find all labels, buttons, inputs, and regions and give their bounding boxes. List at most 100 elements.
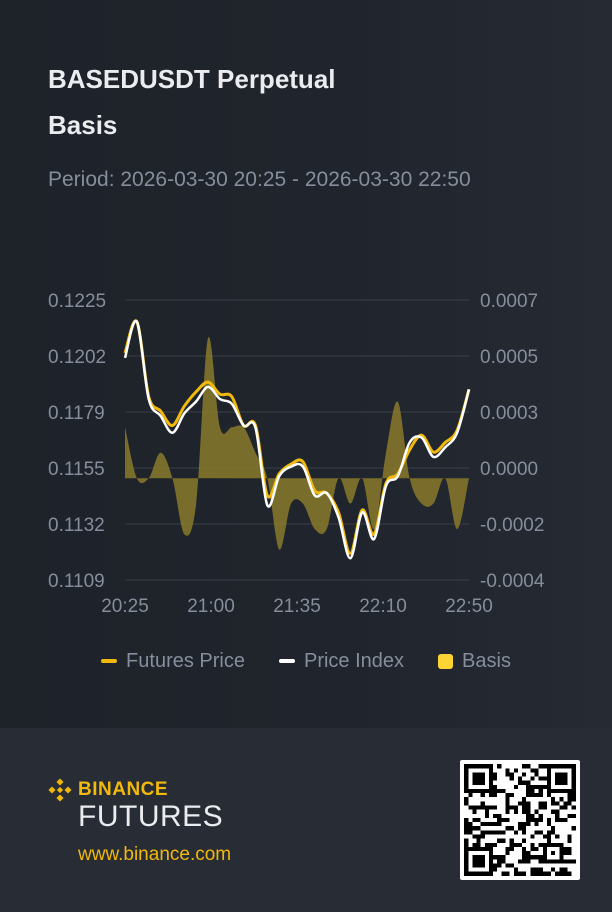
qr-module: [551, 867, 556, 872]
qr-module: [472, 809, 477, 814]
qr-module: [513, 768, 518, 773]
qr-module: [493, 830, 498, 835]
y-right-tick-label: 0.0007: [480, 291, 538, 312]
qr-module: [484, 842, 489, 847]
qr-module: [509, 826, 514, 831]
qr-module: [493, 842, 498, 847]
qr-module: [538, 801, 543, 806]
basis-area: [125, 336, 469, 550]
qr-module: [476, 842, 481, 847]
qr-module: [534, 817, 539, 823]
qr-module: [517, 859, 523, 864]
qr-module: [501, 859, 506, 864]
qr-module: [526, 801, 531, 806]
legend-item-basis[interactable]: Basis: [438, 646, 511, 676]
qr-module: [468, 805, 473, 810]
qr-module: [501, 817, 506, 823]
qr-module: [480, 801, 485, 806]
qr-module: [493, 855, 498, 860]
qr-module: [472, 834, 477, 839]
qr-module: [522, 826, 527, 831]
y-left-tick-label: 0.1132: [48, 515, 105, 536]
qr-module: [513, 809, 518, 814]
qr-module: [526, 813, 531, 818]
qr-module: [480, 805, 485, 810]
binance-logo-icon: [48, 778, 72, 802]
qr-module: [522, 830, 527, 835]
qr-module: [534, 871, 539, 876]
qr-module: [497, 817, 502, 823]
qr-module: [488, 805, 494, 810]
legend-item-index[interactable]: Price Index: [278, 646, 404, 676]
qr-module: [542, 764, 547, 769]
qr-module: [464, 801, 469, 806]
qr-module: [534, 772, 539, 777]
qr-module: [493, 776, 498, 781]
qr-module: [538, 842, 543, 847]
qr-module: [505, 826, 510, 831]
y-right-tick-label: -0.0002: [480, 515, 544, 536]
qr-module: [538, 788, 543, 794]
qr-module: [567, 834, 572, 839]
qr-module: [546, 817, 552, 823]
qr-module: [534, 855, 539, 860]
qr-module: [522, 805, 527, 810]
brand-url[interactable]: www.binance.com: [78, 844, 232, 865]
qr-module: [505, 846, 510, 852]
qr-code: [460, 760, 580, 880]
qr-module: [538, 776, 543, 781]
qr-module: [488, 830, 494, 835]
qr-module: [555, 834, 560, 839]
qr-module: [563, 846, 568, 852]
qr-module: [472, 817, 477, 823]
legend-item-futures[interactable]: Futures Price: [101, 646, 245, 676]
qr-module: [551, 801, 556, 806]
qr-module: [464, 830, 469, 835]
qr-module: [522, 859, 527, 864]
qr-module: [546, 834, 552, 839]
qr-module: [464, 826, 469, 831]
qr-module: [534, 830, 539, 835]
chart-title: BASEDUSDT Perpetual Basis: [48, 56, 336, 148]
qr-module: [522, 772, 527, 777]
qr-module: [567, 871, 572, 876]
qr-module: [526, 784, 531, 789]
qr-module: [522, 809, 527, 814]
qr-module: [567, 851, 572, 856]
qr-module: [559, 871, 564, 876]
qr-module: [526, 780, 531, 785]
qr-module: [555, 801, 560, 806]
chart-legend: Futures Price Price Index Basis: [0, 646, 612, 676]
qr-module: [522, 797, 527, 802]
qr-module: [488, 793, 494, 798]
qr-module: [559, 797, 564, 802]
qr-module: [546, 830, 552, 835]
qr-module: [501, 855, 506, 860]
basis-swatch: [438, 653, 454, 669]
qr-finder-core: [472, 772, 485, 785]
qr-module: [488, 842, 494, 847]
qr-module: [505, 805, 510, 810]
period-label: Period: 2026-03-30 20:25 - 2026-03-30 22…: [48, 168, 471, 191]
qr-finder-core: [555, 772, 568, 785]
qr-module: [534, 822, 539, 827]
qr-module: [567, 846, 572, 852]
qr-module: [505, 768, 510, 773]
qr-module: [493, 772, 498, 777]
x-tick-label: 21:35: [273, 596, 321, 617]
qr-module: [571, 793, 576, 798]
qr-module: [509, 793, 514, 798]
y-left-tick-label: 0.1202: [48, 347, 106, 368]
qr-module: [571, 797, 576, 802]
qr-module: [555, 809, 560, 814]
qr-module: [522, 801, 527, 806]
binance-futures-logo: BINANCE FUTURES www.binance.com: [48, 778, 231, 866]
qr-module: [513, 805, 518, 810]
qr-module: [517, 801, 523, 806]
qr-module: [538, 805, 543, 810]
qr-module: [530, 793, 535, 798]
y-right-tick-label: -0.0004: [480, 571, 545, 592]
qr-module: [476, 805, 481, 810]
x-tick-label: 22:50: [445, 596, 493, 617]
